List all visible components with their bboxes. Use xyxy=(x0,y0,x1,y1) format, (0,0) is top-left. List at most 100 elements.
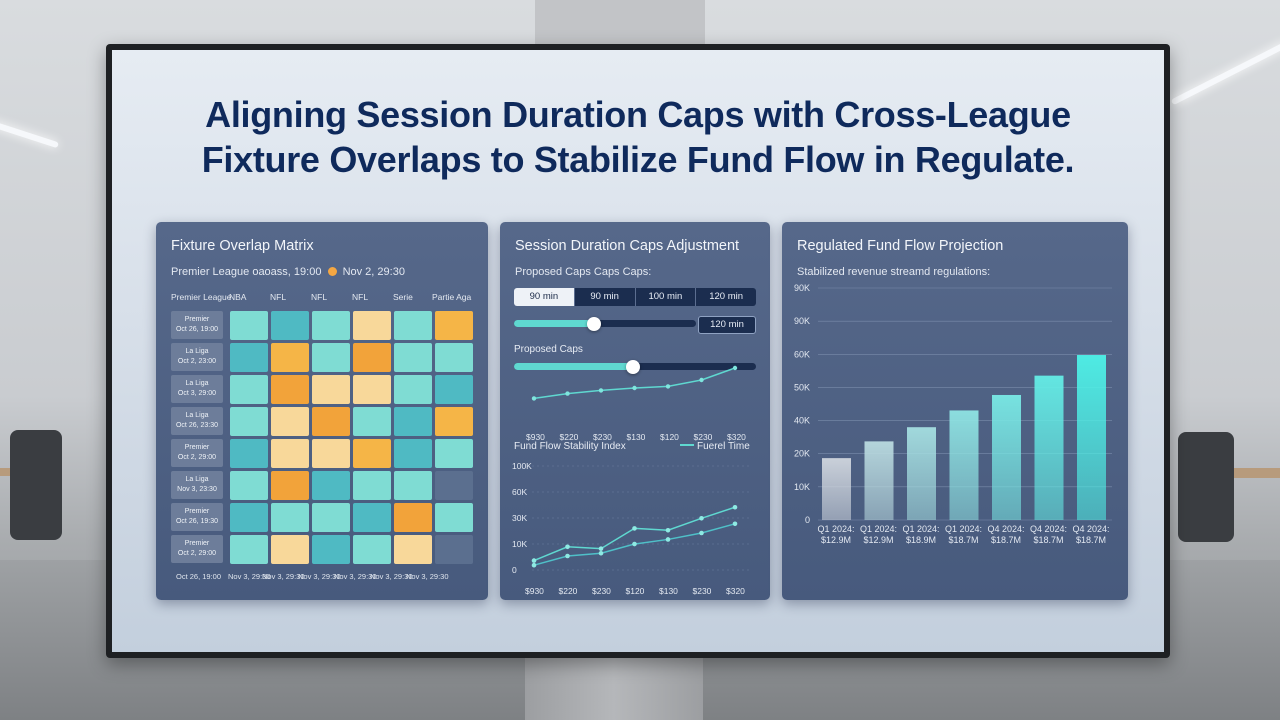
matrix-row-label: Premier Oct 26, 19:30 xyxy=(171,503,223,531)
matrix-cell xyxy=(353,535,391,564)
cap-option-3[interactable]: 120 min xyxy=(695,288,756,306)
cap-option-0[interactable]: 90 min xyxy=(514,288,574,306)
mini-trend-point xyxy=(598,388,604,393)
matrix-cell xyxy=(435,503,473,532)
stability-point xyxy=(565,544,570,550)
matrix-row-label: La Liga Oct 3, 29:00 xyxy=(171,375,223,403)
slider-1-handle[interactable] xyxy=(587,317,602,331)
matrix-column-header: Partie Aga xyxy=(432,292,472,302)
stability-point xyxy=(699,530,704,536)
projection-y-tick: 10K xyxy=(794,482,810,492)
matrix-column-header: Premier League xyxy=(171,292,232,302)
projection-x-value: $18.9M xyxy=(906,535,936,545)
stability-x-tick: $230 xyxy=(693,586,712,596)
matrix-cell xyxy=(353,439,391,468)
stability-point xyxy=(732,521,738,527)
session-duration-caps-panel: Session Duration Caps Adjustment Propose… xyxy=(500,222,770,600)
projection-x-value: $18.7M xyxy=(1076,535,1106,545)
stability-legend: Fuerel Time xyxy=(680,441,750,452)
matrix-column-header: NFL xyxy=(270,292,287,302)
projection-x-quarter: Q1 2024: xyxy=(817,524,854,534)
projection-x-quarter: Q4 2024: xyxy=(1072,524,1109,534)
matrix-cell xyxy=(353,407,391,436)
projection-y-tick: 0 xyxy=(805,515,810,525)
projection-y-tick: 40K xyxy=(794,416,810,426)
matrix-column-header: NBA xyxy=(229,292,247,302)
matrix-column-header: Serie xyxy=(393,292,413,302)
panel-title: Regulated Fund Flow Projection xyxy=(797,238,1004,254)
matrix-cell xyxy=(271,343,309,372)
fixture-overlap-matrix-panel: Fixture Overlap Matrix Premier League oa… xyxy=(156,222,488,600)
projection-x-value: $18.7M xyxy=(1033,535,1063,545)
stability-point xyxy=(632,526,637,531)
ceiling-light-left xyxy=(0,117,59,149)
matrix-cell xyxy=(394,343,432,372)
headline: Aligning Session Duration Caps with Cros… xyxy=(112,92,1164,182)
slider-1-value: 120 min xyxy=(698,316,756,334)
matrix-footer-label: Nov 3, 29:30 xyxy=(228,572,271,581)
matrix-cell xyxy=(230,311,268,340)
matrix-cell xyxy=(312,407,350,436)
mini-x-tick: $120 xyxy=(660,432,679,442)
legend-label: Fuerel Time xyxy=(697,441,750,452)
matrix-cell xyxy=(271,311,309,340)
matrix-cell xyxy=(394,407,432,436)
stability-point xyxy=(632,541,637,547)
matrix-cell xyxy=(230,471,268,500)
stability-point xyxy=(732,504,738,510)
stability-point xyxy=(565,553,570,559)
matrix-cell xyxy=(353,471,391,500)
matrix-cell xyxy=(230,535,268,564)
mini-trend-point xyxy=(565,391,570,396)
matrix-row-label: Premier Oct 2, 29:00 xyxy=(171,439,223,467)
projection-bar xyxy=(1034,375,1064,520)
mini-trend-point xyxy=(632,385,637,391)
projection-bar xyxy=(907,427,936,520)
matrix-cell xyxy=(394,311,432,340)
slider-1-track[interactable] xyxy=(514,320,696,327)
matrix-column-header: NFL xyxy=(352,292,369,302)
matrix-cell xyxy=(271,535,309,564)
row-label-league: La Liga xyxy=(185,348,209,355)
row-label-time: Oct 3, 29:00 xyxy=(177,390,217,397)
matrix-cell xyxy=(230,439,268,468)
stability-y-tick: 60K xyxy=(512,487,527,497)
mini-x-tick: $930 xyxy=(526,432,545,442)
stability-x-tick: $220 xyxy=(559,586,578,596)
matrix-cell xyxy=(353,343,391,372)
slider-2-handle[interactable] xyxy=(625,360,640,374)
matrix-cell xyxy=(435,343,473,372)
cap-option-2[interactable]: 100 min xyxy=(634,288,696,306)
mini-x-tick: $230 xyxy=(593,432,612,442)
matrix-cell xyxy=(435,471,473,500)
matrix-cell xyxy=(271,439,309,468)
projection-y-tick: 90K xyxy=(794,283,810,293)
matrix-cell xyxy=(394,375,432,404)
mini-trend-point xyxy=(531,396,537,401)
row-label-time: Oct 26, 19:00 xyxy=(175,326,219,333)
monitor: Aligning Session Duration Caps with Cros… xyxy=(106,44,1170,658)
matrix-footer-label: Nov 3, 29:30 xyxy=(406,572,449,581)
ceiling-light-right xyxy=(1170,40,1280,106)
matrix-cell xyxy=(271,407,309,436)
stability-y-tick: 10K xyxy=(512,539,527,549)
matrix-cell xyxy=(353,311,391,340)
projection-x-value: $12.9M xyxy=(821,535,851,545)
projection-x-value: $18.7M xyxy=(948,535,978,545)
row-label-league: Premier xyxy=(184,444,210,451)
cap-option-1[interactable]: 90 min xyxy=(573,288,635,306)
matrix-cell xyxy=(312,311,350,340)
stability-series-line xyxy=(533,506,736,562)
stability-point xyxy=(531,558,537,563)
mini-x-tick: $230 xyxy=(694,432,713,442)
stability-x-tick: $120 xyxy=(626,586,645,596)
matrix-cell xyxy=(353,503,391,532)
stability-y-tick: 30K xyxy=(512,513,527,523)
pillar xyxy=(535,0,705,50)
stability-point xyxy=(598,546,604,551)
matrix-cell xyxy=(394,503,432,532)
stability-y-tick: 100K xyxy=(512,461,532,471)
projection-bar xyxy=(822,458,851,520)
proposed-caps-label: Proposed Caps xyxy=(514,344,583,355)
matrix-cell xyxy=(394,439,432,468)
